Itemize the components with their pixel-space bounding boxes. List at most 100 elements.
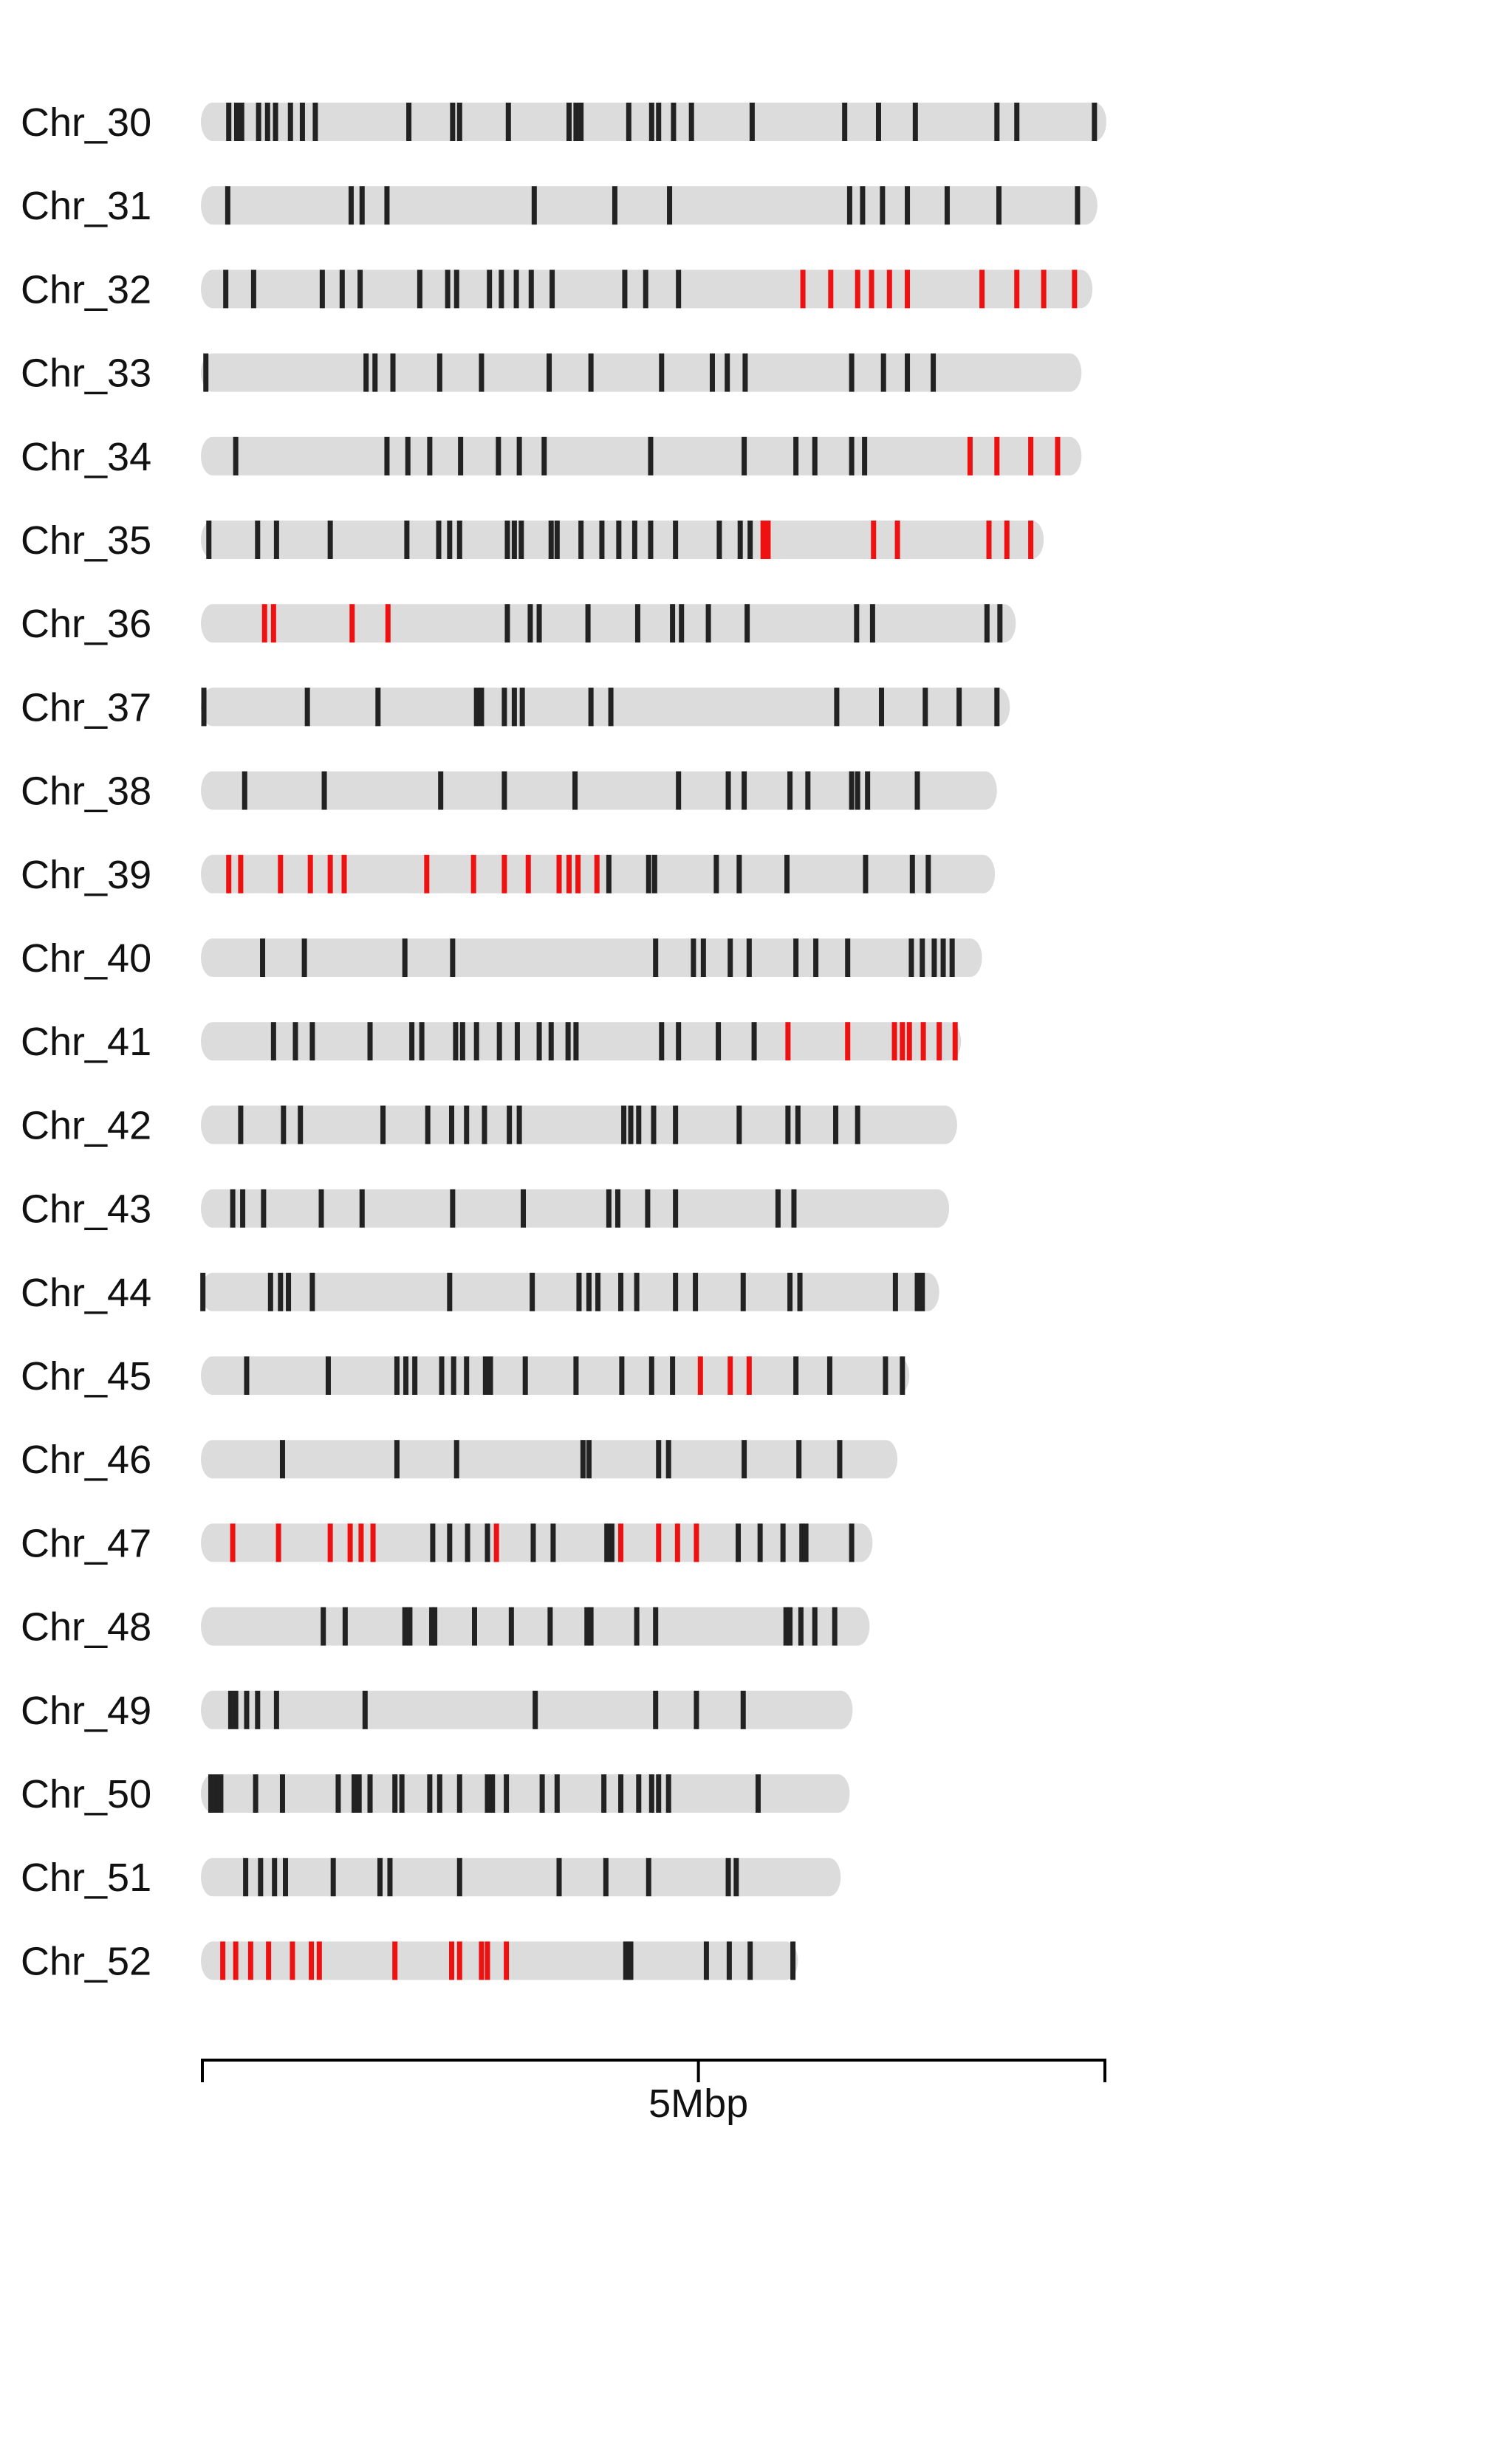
marker-band: [713, 854, 719, 893]
marker-band: [390, 353, 396, 392]
marker-band: [465, 1523, 470, 1562]
marker-band: [479, 687, 485, 727]
marker-band: [273, 521, 279, 559]
marker-band: [487, 270, 493, 309]
chromosome-label: Chr_42: [21, 1103, 151, 1147]
marker-band: [994, 687, 1000, 727]
chromosome-row: Chr_33: [21, 351, 1082, 396]
marker-band: [377, 1858, 383, 1897]
marker-band: [451, 1356, 456, 1395]
marker-band: [427, 1774, 433, 1813]
marker-band: [438, 771, 444, 810]
marker-band: [812, 436, 818, 476]
marker-band: [508, 1607, 514, 1646]
marker-band: [456, 521, 462, 559]
chromosome-label: Chr_38: [21, 769, 151, 814]
marker-band: [849, 353, 855, 392]
marker-band: [436, 353, 442, 392]
marker-band: [849, 436, 855, 476]
chromosome-row: Chr_46: [21, 1438, 898, 1482]
highlight-band: [937, 1022, 942, 1061]
marker-band: [501, 771, 507, 810]
marker-band: [243, 1858, 249, 1897]
marker-band: [522, 1356, 528, 1395]
marker-band: [548, 1022, 554, 1061]
marker-band: [780, 1523, 786, 1562]
marker-band: [603, 1858, 609, 1897]
highlight-band: [886, 270, 892, 309]
marker-band: [676, 771, 682, 810]
marker-band: [511, 521, 517, 559]
marker-band: [755, 1774, 761, 1813]
highlight-band: [290, 1941, 295, 1980]
chromosome-row: Chr_34: [21, 435, 1082, 479]
marker-band: [453, 1440, 459, 1479]
marker-band: [566, 103, 572, 141]
marker-band: [742, 771, 747, 810]
marker-band: [869, 604, 875, 643]
marker-band: [700, 938, 706, 977]
marker-band: [223, 270, 229, 309]
chromosome-label: Chr_51: [21, 1856, 151, 1900]
marker-band: [312, 103, 318, 141]
chromosome-bar: [201, 1022, 962, 1061]
highlight-band: [456, 1941, 462, 1980]
marker-band: [233, 436, 239, 476]
chromosome-row: Chr_47: [21, 1521, 873, 1565]
marker-band: [793, 1356, 799, 1395]
highlight-band: [855, 270, 860, 309]
marker-band: [556, 1858, 562, 1897]
marker-band: [651, 1105, 657, 1145]
marker-band: [417, 270, 422, 309]
chromosome-label: Chr_35: [21, 518, 151, 563]
marker-band: [659, 353, 665, 392]
highlight-band: [349, 604, 355, 643]
marker-band: [944, 186, 950, 225]
marker-band: [501, 687, 507, 727]
marker-band: [679, 604, 685, 643]
highlight-band: [894, 521, 900, 559]
highlight-band: [266, 1941, 272, 1980]
marker-band: [606, 1189, 612, 1228]
highlight-band: [900, 1022, 905, 1061]
marker-band: [267, 1272, 273, 1311]
marker-band: [273, 1690, 279, 1729]
marker-band: [670, 1356, 676, 1395]
marker-band: [618, 1774, 624, 1813]
marker-band: [394, 1356, 400, 1395]
marker-band: [842, 103, 848, 141]
chromosome-bar: [201, 1189, 950, 1228]
marker-band: [832, 1607, 838, 1646]
marker-band: [496, 1022, 502, 1061]
marker-band: [363, 353, 369, 392]
marker-band: [619, 1356, 625, 1395]
marker-band: [925, 854, 931, 893]
marker-band: [673, 1189, 679, 1228]
chromosome-bar: [201, 1272, 939, 1311]
chromosome-label: Chr_39: [21, 853, 151, 897]
chromosome-row: Chr_48: [21, 1605, 870, 1650]
marker-band: [744, 604, 750, 643]
marker-band: [833, 1105, 839, 1145]
marker-band: [795, 1105, 801, 1145]
marker-band: [318, 1189, 324, 1228]
marker-band: [716, 1022, 722, 1061]
marker-band: [225, 186, 230, 225]
marker-band: [656, 1440, 662, 1479]
marker-band: [325, 1356, 331, 1395]
marker-band: [716, 521, 722, 559]
marker-band: [790, 1941, 796, 1980]
marker-band: [550, 1523, 556, 1562]
marker-band: [255, 1690, 261, 1729]
marker-band: [402, 938, 408, 977]
marker-band: [548, 521, 554, 559]
marker-band: [253, 1774, 259, 1813]
marker-band: [742, 353, 748, 392]
marker-band: [648, 1356, 654, 1395]
marker-band: [292, 1022, 298, 1061]
chromosome-label: Chr_44: [21, 1271, 151, 1315]
marker-band: [487, 1356, 493, 1395]
marker-band: [412, 1356, 418, 1395]
marker-band: [504, 521, 510, 559]
highlight-band: [697, 1356, 703, 1395]
